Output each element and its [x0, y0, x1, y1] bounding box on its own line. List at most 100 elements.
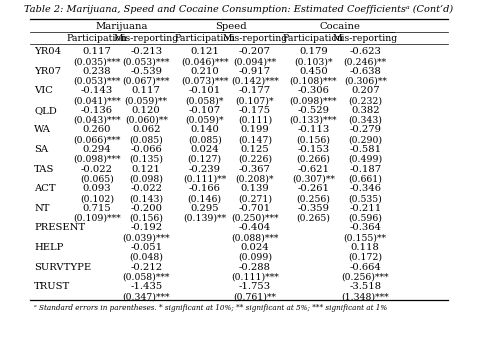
Text: (0.155)**: (0.155)** — [344, 233, 387, 242]
Text: (0.035)***: (0.035)*** — [73, 57, 120, 66]
Text: -3.518: -3.518 — [349, 282, 381, 291]
Text: (1.348)***: (1.348)*** — [341, 292, 389, 301]
Text: 0.140: 0.140 — [190, 126, 219, 135]
Text: (0.135): (0.135) — [129, 155, 163, 164]
Text: (0.085): (0.085) — [129, 135, 163, 145]
Text: 0.125: 0.125 — [240, 145, 269, 154]
Text: -0.143: -0.143 — [81, 86, 113, 95]
Text: (0.058)***: (0.058)*** — [122, 273, 170, 282]
Text: 0.121: 0.121 — [190, 47, 219, 56]
Text: -0.664: -0.664 — [349, 263, 381, 272]
Text: -0.022: -0.022 — [81, 165, 113, 174]
Text: (0.066)***: (0.066)*** — [73, 135, 120, 145]
Text: (0.041)***: (0.041)*** — [73, 96, 121, 105]
Text: (0.039)***: (0.039)*** — [122, 233, 170, 242]
Text: -0.212: -0.212 — [130, 263, 162, 272]
Text: (0.098): (0.098) — [129, 175, 163, 184]
Text: (0.266): (0.266) — [296, 155, 330, 164]
Text: (0.156): (0.156) — [129, 214, 163, 223]
Text: Mis-reporting: Mis-reporting — [222, 34, 287, 43]
Text: (0.156): (0.156) — [296, 135, 330, 145]
Text: 0.295: 0.295 — [190, 204, 219, 213]
Text: Participation: Participation — [66, 34, 128, 43]
Text: Mis-reporting: Mis-reporting — [333, 34, 398, 43]
Text: Marijuana: Marijuana — [96, 22, 148, 31]
Text: (0.265): (0.265) — [296, 214, 330, 223]
Text: (0.232): (0.232) — [348, 96, 382, 105]
Text: VIC: VIC — [34, 86, 53, 95]
Text: YR04: YR04 — [34, 47, 61, 56]
Text: -1.435: -1.435 — [130, 282, 163, 291]
Text: (0.046)***: (0.046)*** — [181, 57, 228, 66]
Text: (0.208)*: (0.208)* — [236, 175, 274, 184]
Text: 0.120: 0.120 — [132, 106, 161, 115]
Text: (0.085): (0.085) — [188, 135, 222, 145]
Text: (0.172): (0.172) — [348, 253, 382, 262]
Text: -0.107: -0.107 — [189, 106, 221, 115]
Text: PRESENT: PRESENT — [34, 223, 86, 232]
Text: (0.226): (0.226) — [238, 155, 272, 164]
Text: 0.062: 0.062 — [132, 126, 161, 135]
Text: 0.118: 0.118 — [351, 243, 380, 252]
Text: (0.109)***: (0.109)*** — [73, 214, 121, 223]
Text: -0.581: -0.581 — [349, 145, 381, 154]
Text: (0.098)***: (0.098)*** — [290, 96, 337, 105]
Text: (0.060)**: (0.060)** — [125, 116, 168, 125]
Text: -0.239: -0.239 — [189, 165, 221, 174]
Text: -0.306: -0.306 — [297, 86, 329, 95]
Text: SURVTYPE: SURVTYPE — [34, 263, 91, 272]
Text: 0.207: 0.207 — [351, 86, 380, 95]
Text: (0.142)***: (0.142)*** — [231, 77, 279, 86]
Text: -0.623: -0.623 — [349, 47, 381, 56]
Text: -0.367: -0.367 — [239, 165, 271, 174]
Text: (0.053)***: (0.053)*** — [122, 57, 170, 66]
Text: ᵃ Standard errors in parentheses. * significant at 10%; ** significant at 5%; **: ᵃ Standard errors in parentheses. * sign… — [34, 304, 388, 312]
Text: 0.117: 0.117 — [132, 86, 161, 95]
Text: YR07: YR07 — [34, 67, 61, 76]
Text: -0.529: -0.529 — [297, 106, 329, 115]
Text: WA: WA — [34, 126, 51, 135]
Text: -0.022: -0.022 — [130, 184, 162, 193]
Text: -0.279: -0.279 — [349, 126, 381, 135]
Text: 0.382: 0.382 — [351, 106, 380, 115]
Text: Speed: Speed — [215, 22, 247, 31]
Text: 0.210: 0.210 — [190, 67, 219, 76]
Text: (0.094)**: (0.094)** — [233, 57, 276, 66]
Text: (0.098)***: (0.098)*** — [73, 155, 120, 164]
Text: 0.450: 0.450 — [299, 67, 328, 76]
Text: (0.108)***: (0.108)*** — [290, 77, 337, 86]
Text: -0.288: -0.288 — [239, 263, 271, 272]
Text: -0.207: -0.207 — [239, 47, 271, 56]
Text: -1.753: -1.753 — [239, 282, 271, 291]
Text: (0.088)***: (0.088)*** — [231, 233, 279, 242]
Text: 0.715: 0.715 — [83, 204, 111, 213]
Text: 0.024: 0.024 — [190, 145, 219, 154]
Text: (0.067)***: (0.067)*** — [122, 77, 170, 86]
Text: -0.917: -0.917 — [239, 67, 271, 76]
Text: (0.059)*: (0.059)* — [185, 116, 224, 125]
Text: -0.153: -0.153 — [297, 145, 329, 154]
Text: (0.099): (0.099) — [238, 253, 272, 262]
Text: (0.306)**: (0.306)** — [344, 77, 387, 86]
Text: Cocaine: Cocaine — [320, 22, 361, 31]
Text: (0.127): (0.127) — [188, 155, 222, 164]
Text: (0.343): (0.343) — [348, 116, 382, 125]
Text: -0.051: -0.051 — [130, 243, 162, 252]
Text: 0.179: 0.179 — [299, 47, 328, 56]
Text: Participation: Participation — [174, 34, 235, 43]
Text: (0.307)**: (0.307)** — [292, 175, 335, 184]
Text: (0.053)***: (0.053)*** — [73, 77, 120, 86]
Text: (0.246)**: (0.246)** — [344, 57, 387, 66]
Text: -0.539: -0.539 — [130, 67, 162, 76]
Text: 0.238: 0.238 — [83, 67, 111, 76]
Text: (0.111)***: (0.111)*** — [231, 273, 279, 282]
Text: HELP: HELP — [34, 243, 64, 252]
Text: (0.271): (0.271) — [238, 194, 272, 203]
Text: -0.113: -0.113 — [297, 126, 329, 135]
Text: -0.066: -0.066 — [130, 145, 162, 154]
Text: (0.347)***: (0.347)*** — [122, 292, 170, 301]
Text: 0.294: 0.294 — [83, 145, 111, 154]
Text: 0.093: 0.093 — [83, 184, 111, 193]
Text: (0.256): (0.256) — [296, 194, 330, 203]
Text: -0.175: -0.175 — [239, 106, 271, 115]
